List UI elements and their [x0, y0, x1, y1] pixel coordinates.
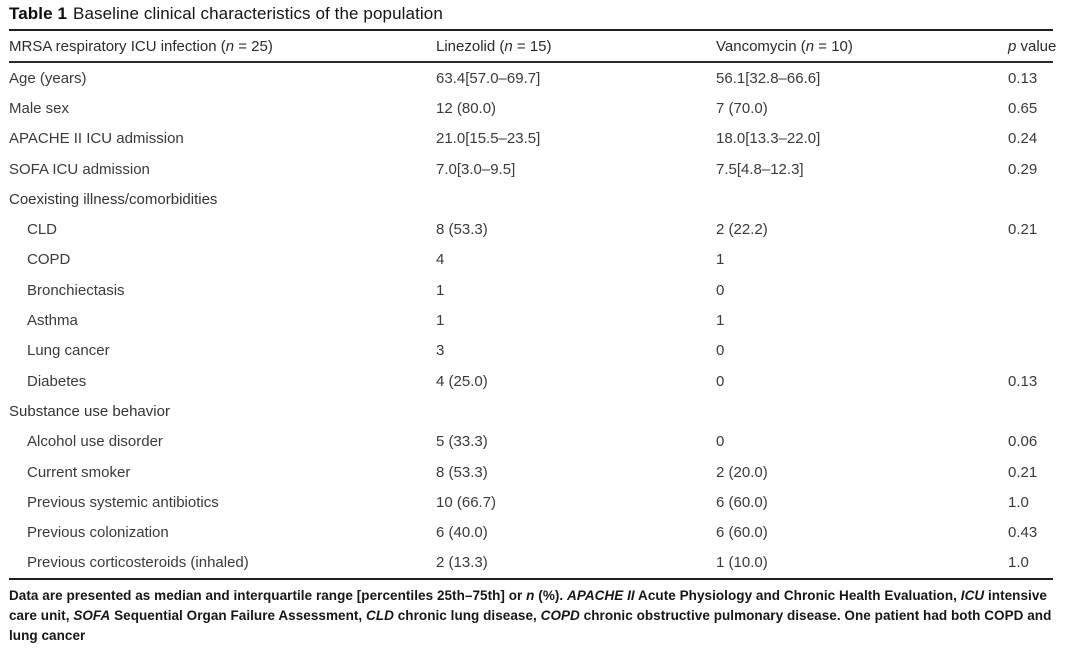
p-value: 0.29 [1008, 160, 1038, 178]
linezolid-value: 4 [436, 251, 445, 269]
vancomycin-value: 0 [716, 372, 725, 390]
row-label: Previous colonization [27, 524, 169, 542]
section-label: Coexisting illness/comorbidities [9, 190, 218, 208]
row-label: Current smoker [27, 463, 131, 481]
row-label: Alcohol use disorder [27, 433, 163, 451]
column-header-vancomycin: Vancomycin (n = 10) [716, 37, 853, 55]
column-header-population: MRSA respiratory ICU infection (n = 25) [9, 37, 273, 55]
table-row: Diabetes 4 (25.0) 0 0.13 [9, 366, 1053, 396]
row-label: Diabetes [27, 372, 87, 390]
footnote-abbr-cld: CLD [366, 607, 394, 623]
linezolid-value: 21.0[15.5–23.5] [436, 130, 541, 148]
linezolid-value: 8 (53.3) [436, 463, 488, 481]
column-header-p-value: p value [1008, 37, 1057, 55]
vancomycin-value: 7.5[4.8–12.3] [716, 160, 804, 178]
table-title-text: Baseline clinical characteristics of the… [73, 4, 443, 23]
row-label: Bronchiectasis [27, 281, 125, 299]
row-label: COPD [27, 251, 71, 269]
vancomycin-value: 6 (60.0) [716, 493, 768, 511]
table-title: Table 1 Baseline clinical characteristics… [9, 0, 1053, 29]
table-row: Alcohol use disorder 5 (33.3) 0 0.06 [9, 427, 1053, 457]
linezolid-value: 8 (53.3) [436, 221, 488, 239]
p-value: 0.43 [1008, 524, 1038, 542]
footnote-abbr-copd: COPD [540, 607, 580, 623]
row-label: CLD [27, 221, 58, 239]
header-rule [9, 61, 1053, 63]
column-header-linezolid: Linezolid (n = 15) [436, 37, 552, 55]
row-label: Previous corticosteroids (inhaled) [27, 554, 249, 572]
table-row: Bronchiectasis 1 0 [9, 275, 1053, 305]
table-row: Male sex 12 (80.0) 7 (70.0) 0.65 [9, 93, 1053, 123]
row-label: Previous systemic antibiotics [27, 493, 219, 511]
row-label: Male sex [9, 99, 70, 117]
vancomycin-value: 1 (10.0) [716, 554, 768, 572]
table-row: APACHE II ICU admission 21.0[15.5–23.5] … [9, 124, 1053, 154]
p-value: 0.21 [1008, 463, 1038, 481]
vancomycin-value: 0 [716, 281, 725, 299]
vancomycin-value: 56.1[32.8–66.6] [716, 69, 821, 87]
linezolid-value: 12 (80.0) [436, 99, 497, 117]
footnote-text: Data are presented as median and interqu… [9, 588, 527, 604]
vancomycin-value: 7 (70.0) [716, 99, 768, 117]
row-label: APACHE II ICU admission [9, 130, 184, 148]
row-label: Lung cancer [27, 342, 110, 360]
table-footnote: Data are presented as median and interqu… [9, 588, 1052, 643]
vancomycin-value: 2 (22.2) [716, 221, 768, 239]
footnote-abbr-n: n [526, 588, 535, 604]
bottom-rule [9, 578, 1053, 581]
table-row: Lung cancer 3 0 [9, 336, 1053, 366]
p-value: 1.0 [1008, 554, 1029, 572]
linezolid-value: 2 (13.3) [436, 554, 488, 572]
linezolid-value: 1 [436, 312, 445, 330]
section-label: Substance use behavior [9, 402, 170, 420]
row-label: SOFA ICU admission [9, 160, 150, 178]
table-row: Previous corticosteroids (inhaled) 2 (13… [9, 548, 1053, 578]
footnote-abbr-sofa: SOFA [73, 607, 111, 623]
vancomycin-value: 1 [716, 251, 725, 269]
vancomycin-value: 1 [716, 312, 725, 330]
linezolid-value: 1 [436, 281, 445, 299]
table-number: Table 1 [9, 4, 68, 23]
linezolid-value: 10 (66.7) [436, 493, 497, 511]
p-value: 0.65 [1008, 99, 1038, 117]
p-value: 0.13 [1008, 372, 1038, 390]
linezolid-value: 4 (25.0) [436, 372, 488, 390]
row-label: Age (years) [9, 69, 87, 87]
p-value: 0.13 [1008, 69, 1038, 87]
table-row: Asthma 1 1 [9, 305, 1053, 335]
vancomycin-value: 18.0[13.3–22.0] [716, 130, 821, 148]
row-label: Asthma [27, 312, 78, 330]
table-section-row: Substance use behavior [9, 396, 1053, 426]
table-row: Previous colonization 6 (40.0) 6 (60.0) … [9, 517, 1053, 547]
linezolid-value: 3 [436, 342, 445, 360]
linezolid-value: 6 (40.0) [436, 524, 488, 542]
p-value: 0.24 [1008, 130, 1038, 148]
top-rule [9, 29, 1053, 31]
vancomycin-value: 0 [716, 433, 725, 451]
p-value: 1.0 [1008, 493, 1029, 511]
p-value: 0.06 [1008, 433, 1038, 451]
table-section-row: Coexisting illness/comorbidities [9, 184, 1053, 214]
p-value: 0.21 [1008, 221, 1038, 239]
baseline-characteristics-table: Table 1 Baseline clinical characteristics… [9, 0, 1057, 646]
vancomycin-value: 0 [716, 342, 725, 360]
footnote-abbr-apache: APACHE II [567, 588, 635, 604]
vancomycin-value: 6 (60.0) [716, 524, 768, 542]
table-row: Age (years) 63.4[57.0–69.7] 56.1[32.8–66… [9, 63, 1053, 93]
table-row: Previous systemic antibiotics 10 (66.7) … [9, 487, 1053, 517]
table-row: COPD 4 1 [9, 245, 1053, 275]
linezolid-value: 7.0[3.0–9.5] [436, 160, 516, 178]
linezolid-value: 63.4[57.0–69.7] [436, 69, 541, 87]
table-body: Age (years) 63.4[57.0–69.7] 56.1[32.8–66… [9, 63, 1053, 578]
table-row: Current smoker 8 (53.3) 2 (20.0) 0.21 [9, 457, 1053, 487]
footnote-abbr-icu: ICU [960, 588, 985, 604]
table-row: CLD 8 (53.3) 2 (22.2) 0.21 [9, 214, 1053, 244]
vancomycin-value: 2 (20.0) [716, 463, 768, 481]
linezolid-value: 5 (33.3) [436, 433, 488, 451]
table-header-row: MRSA respiratory ICU infection (n = 25) … [9, 31, 1057, 61]
table-row: SOFA ICU admission 7.0[3.0–9.5] 7.5[4.8–… [9, 154, 1053, 184]
